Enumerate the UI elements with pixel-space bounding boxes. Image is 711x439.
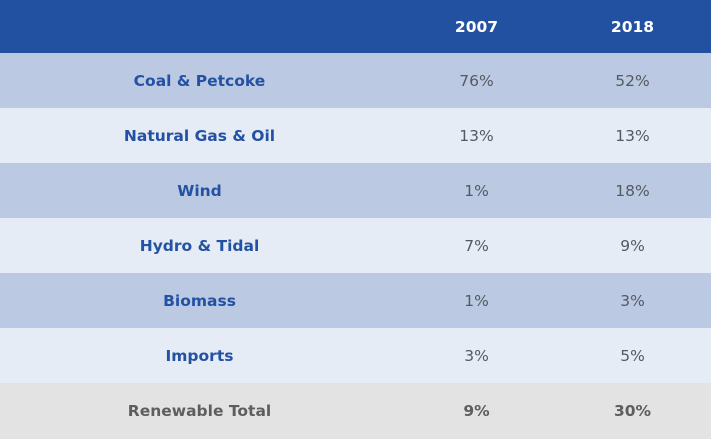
total-row: Renewable Total 9% 30% bbox=[0, 383, 711, 439]
row-value-2007: 1% bbox=[464, 291, 489, 310]
table-row: Biomass 1% 3% bbox=[0, 273, 711, 328]
row-value-2018: 18% bbox=[615, 181, 650, 200]
row-value-2018: 13% bbox=[615, 126, 650, 145]
row-value-2007: 1% bbox=[464, 181, 489, 200]
row-value-2007: 7% bbox=[464, 236, 489, 255]
row-source: Natural Gas & Oil bbox=[123, 126, 276, 145]
row-source: Wind bbox=[177, 181, 222, 200]
row-value-2018: 52% bbox=[615, 71, 650, 90]
row-value-2018: 9% bbox=[620, 236, 645, 255]
table-row: Natural Gas & Oil 13% 13% bbox=[0, 108, 711, 163]
total-value-2018: 30% bbox=[613, 402, 652, 420]
table-row: Coal & Petcoke 76% 52% bbox=[0, 53, 711, 108]
header-source bbox=[0, 0, 399, 53]
row-source: Hydro & Tidal bbox=[139, 236, 260, 255]
row-value-2007: 3% bbox=[464, 346, 489, 365]
row-source: Biomass bbox=[163, 291, 236, 310]
row-value-2018: 5% bbox=[620, 346, 645, 365]
row-value-2007: 13% bbox=[459, 126, 494, 145]
row-source: Imports bbox=[165, 346, 234, 365]
row-value-2018: 3% bbox=[620, 291, 645, 310]
row-source: Coal & Petcoke bbox=[133, 71, 266, 90]
table-row: Wind 1% 18% bbox=[0, 163, 711, 218]
table-row: Hydro & Tidal 7% 9% bbox=[0, 218, 711, 273]
row-value-2007: 76% bbox=[459, 71, 494, 90]
header-2018: 2018 bbox=[610, 17, 655, 36]
table-header-row: 2007 2018 bbox=[0, 0, 711, 53]
header-2007: 2007 bbox=[454, 17, 499, 36]
table-row: Imports 3% 5% bbox=[0, 328, 711, 383]
total-value-2007: 9% bbox=[463, 402, 490, 420]
total-label: Renewable Total bbox=[127, 402, 272, 420]
